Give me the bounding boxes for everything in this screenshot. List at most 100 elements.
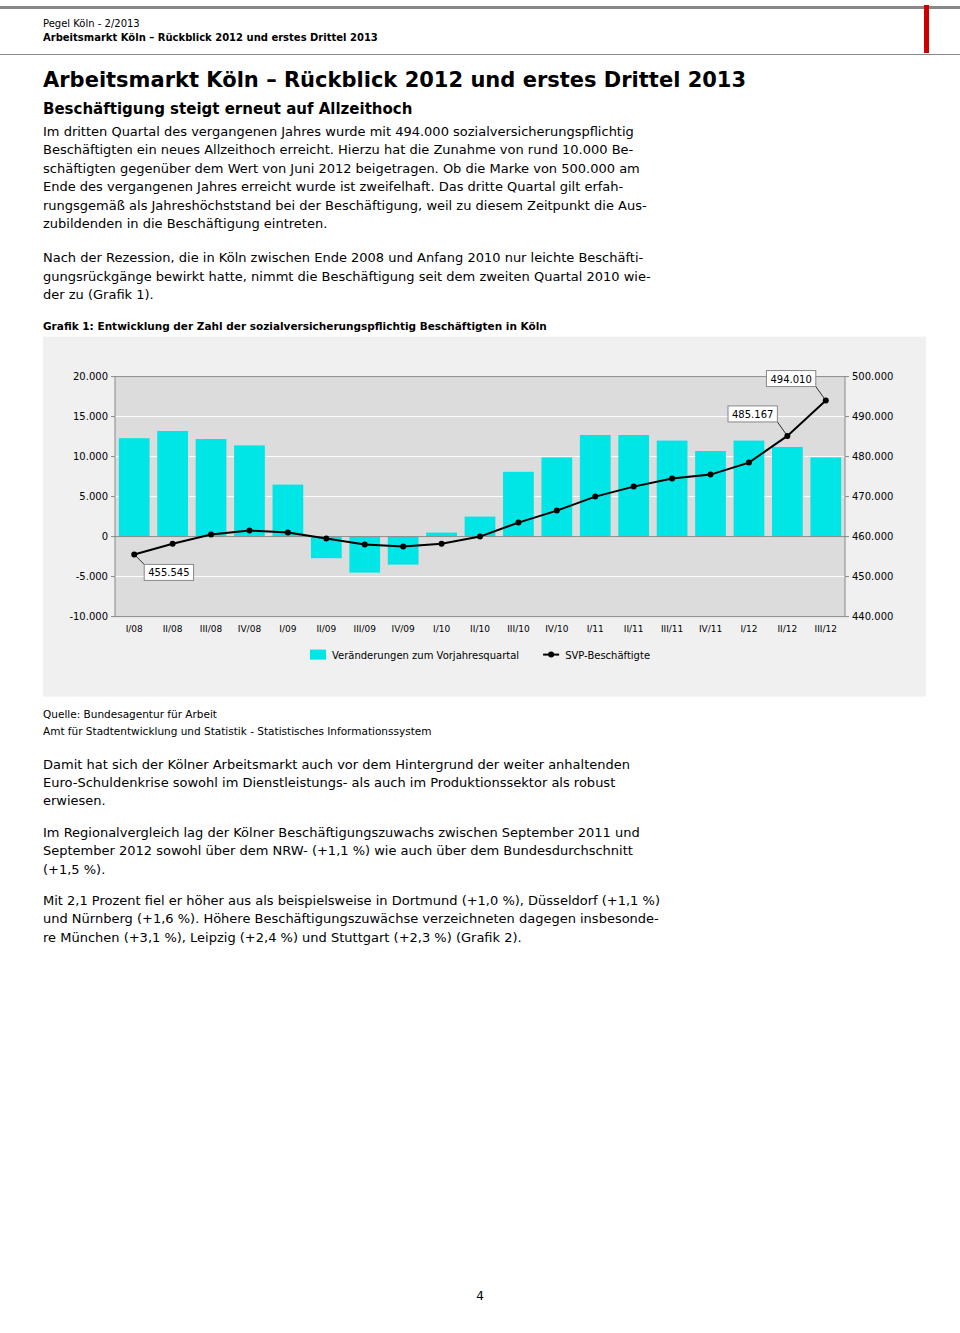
tick-mark	[845, 456, 849, 457]
y-tick-label: 5.000	[79, 491, 108, 502]
legend-swatch	[548, 652, 554, 658]
body-text: der zu (Grafik 1).	[43, 287, 154, 302]
body-text: erwiesen.	[43, 793, 106, 808]
y2-tick-label: 490.000	[852, 411, 893, 422]
bar	[772, 447, 803, 537]
y2-tick-label: 440.000	[852, 611, 893, 622]
y-tick-label: -10.000	[69, 611, 108, 622]
body-text: September 2012 sowohl über dem NRW- (+1,…	[43, 843, 633, 858]
body-text: zubildenden in die Beschäftigung eintret…	[43, 216, 327, 231]
page-number: 4	[476, 1289, 484, 1303]
body-text: (+1,5 %).	[43, 862, 105, 877]
tick-mark	[845, 376, 849, 377]
bar	[541, 457, 572, 536]
marker	[439, 541, 445, 547]
tick-mark	[845, 576, 849, 577]
annotation-text: 485.167	[732, 409, 773, 420]
body-text: Nach der Rezession, die in Köln zwischen…	[43, 250, 644, 265]
legend-swatch	[310, 650, 326, 660]
source-text: Quelle: Bundesagentur für Arbeit	[43, 708, 217, 720]
body-text: Euro-Schuldenkrise sowohl im Dienstleist…	[43, 775, 615, 790]
legend: Veränderungen zum Vorjahresquartal SVP-Be…	[310, 650, 650, 661]
line	[134, 401, 826, 555]
tick-mark	[111, 496, 115, 497]
x-tick-label: I/11	[587, 624, 604, 634]
x-tick-label: I/12	[740, 624, 757, 634]
body-text: gungsrückgänge bewirkt hatte, nimmt die …	[43, 269, 651, 284]
x-tick-label: I/09	[279, 624, 296, 634]
marker	[246, 528, 252, 534]
x-tick-label: IV/09	[392, 624, 416, 634]
y2-tick-label: 450.000	[852, 571, 893, 582]
annotation-box	[144, 564, 193, 580]
y-tick-label: -5.000	[76, 571, 108, 582]
body-text: schäftigten gegenüber dem Wert von Juni …	[43, 161, 640, 176]
plot-frame	[115, 377, 845, 617]
y2-tick-label: 470.000	[852, 491, 893, 502]
bar	[618, 435, 649, 537]
body-text: Beschäftigten ein neues Allzeithoch erre…	[43, 142, 634, 157]
annotation-box	[766, 371, 815, 387]
x-tick-label: III/09	[354, 624, 377, 634]
x-tick-label: II/09	[316, 624, 336, 634]
legend-item: SVP-Beschäftigte	[543, 650, 650, 661]
marker	[631, 484, 637, 490]
page: Pegel Köln - 2/2013 Arbeitsmarkt Köln – R…	[0, 0, 960, 1333]
marker	[400, 544, 406, 550]
title: Arbeitsmarkt Köln – Rückblick 2012 und e…	[43, 68, 746, 92]
x-tick-label: I/08	[126, 624, 143, 634]
legend-label: Veränderungen zum Vorjahresquartal	[332, 650, 519, 661]
bar	[119, 438, 150, 536]
body-text: Damit hat sich der Kölner Arbeitsmarkt a…	[43, 757, 630, 772]
marker	[708, 472, 714, 478]
tick-mark	[111, 536, 115, 537]
body-text: Im dritten Quartal des vergangenen Jahre…	[43, 124, 634, 139]
x-tick-label: II/11	[624, 624, 644, 634]
grid-line	[115, 576, 845, 577]
x-tick-label: III/10	[507, 624, 530, 634]
header-line: Pegel Köln - 2/2013	[43, 18, 140, 29]
x-tick-label: IV/08	[238, 624, 262, 634]
header-line: Arbeitsmarkt Köln – Rückblick 2012 und e…	[43, 32, 378, 43]
tick-mark	[845, 536, 849, 537]
bar	[273, 485, 304, 537]
x-tick-label: II/12	[777, 624, 797, 634]
bar	[810, 457, 841, 536]
tick-mark	[845, 496, 849, 497]
bar	[695, 451, 726, 537]
marker	[554, 508, 560, 514]
bar	[426, 533, 457, 537]
y-tick-label: 20.000	[73, 371, 108, 382]
bar	[234, 445, 265, 536]
tick-mark	[845, 616, 849, 617]
annotation-leader	[816, 387, 826, 401]
x-tick-label: IV/10	[545, 624, 569, 634]
tick-mark	[111, 416, 115, 417]
annotation-leader	[134, 554, 144, 564]
body-text: und Nürnberg (+1,6 %). Höhere Beschäftig…	[43, 911, 659, 926]
x-tick-label: II/10	[470, 624, 490, 634]
marker	[477, 534, 483, 540]
x-tick-label: II/08	[163, 624, 183, 634]
y2-tick-label: 460.000	[852, 531, 893, 542]
marker	[362, 542, 368, 548]
bar	[157, 431, 188, 537]
page-background	[0, 0, 960, 1333]
body-text: Im Regionalvergleich lag der Kölner Besc…	[43, 825, 640, 840]
tick-mark	[111, 456, 115, 457]
marker	[285, 530, 291, 536]
body-text: Ende des vergangenen Jahres erreicht wur…	[43, 179, 624, 194]
tick-mark	[845, 416, 849, 417]
marker	[208, 532, 214, 538]
x-tick-label: III/12	[815, 624, 837, 634]
annotation-leader	[777, 422, 787, 436]
data-layer	[115, 398, 845, 573]
y-tick-label: 0	[102, 531, 108, 542]
x-tick-label: III/11	[661, 624, 683, 634]
body-text: rungsgemäß als Jahreshöchststand bei der…	[43, 198, 647, 213]
x-tick-label: IV/11	[699, 624, 722, 634]
tick-mark	[111, 616, 115, 617]
header-accent	[924, 5, 929, 53]
marker	[746, 460, 752, 466]
y-tick-label: 10.000	[73, 451, 108, 462]
